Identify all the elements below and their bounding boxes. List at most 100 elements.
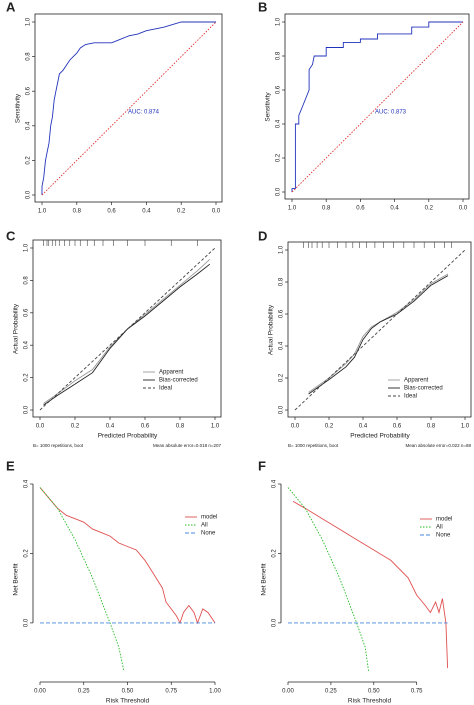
x-tick-label: 0.6 bbox=[141, 424, 150, 430]
y-tick-label: 0.0 bbox=[276, 187, 282, 196]
legend-label: Apparent bbox=[159, 370, 184, 376]
legend-label: Ideal bbox=[159, 386, 172, 392]
x-tick-label: 0.75 bbox=[411, 689, 423, 695]
legend-label: Bias-corrected bbox=[159, 378, 198, 384]
x-tick-label: 0.0 bbox=[36, 424, 45, 430]
x-tick-label: 0.0 bbox=[291, 424, 300, 430]
x-tick-label: 0.2 bbox=[425, 206, 434, 212]
series-line bbox=[39, 487, 125, 672]
plot-frame bbox=[32, 239, 222, 418]
series-line bbox=[294, 249, 466, 411]
y-tick-label: 1.0 bbox=[279, 245, 285, 254]
plot-frame bbox=[284, 13, 470, 200]
y-tick-label: 0.6 bbox=[26, 86, 32, 95]
y-tick-label: 0.8 bbox=[26, 52, 32, 61]
series-line bbox=[43, 263, 211, 406]
y-tick-label: 1.0 bbox=[26, 17, 32, 26]
x-tick-label: 0.6 bbox=[107, 209, 116, 215]
x-tick-label: 0.25 bbox=[325, 689, 337, 695]
y-tick-label: 0.4 bbox=[24, 340, 30, 349]
x-tick-label: 0.00 bbox=[282, 689, 294, 695]
x-tick-label: 0.4 bbox=[359, 424, 368, 430]
series-line bbox=[41, 21, 217, 196]
annotation: AUC: 0.873 bbox=[375, 110, 407, 116]
x-tick-label: 1.00 bbox=[209, 689, 221, 695]
y-axis-label: Actual Probability bbox=[13, 303, 20, 354]
x-tick-label: 1.0 bbox=[461, 424, 470, 430]
x-tick-label: 0.6 bbox=[356, 206, 365, 212]
footnote: Mean absolute error=0.018 n=207 bbox=[153, 443, 222, 448]
y-tick-label: 0.0 bbox=[272, 618, 278, 627]
panel-label: C bbox=[6, 228, 16, 243]
x-tick-label: 0.0 bbox=[459, 206, 468, 212]
y-tick-label: 0.8 bbox=[24, 276, 30, 285]
x-axis-label: Predicted Probability bbox=[98, 433, 158, 440]
y-tick-label: 0.0 bbox=[26, 190, 32, 199]
legend-label: Bias-corrected bbox=[404, 386, 443, 392]
series-line bbox=[292, 501, 449, 669]
x-tick-label: 0.8 bbox=[176, 424, 185, 430]
y-axis-label: Net Benefit bbox=[13, 563, 20, 595]
y-axis-label: Sensitivity bbox=[265, 92, 272, 122]
y-tick-label: 0.2 bbox=[24, 373, 30, 382]
y-tick-label: 0.2 bbox=[24, 549, 30, 558]
x-tick-label: 0.50 bbox=[368, 689, 380, 695]
x-axis-label: Risk Threshold bbox=[348, 698, 392, 705]
legend-label: All bbox=[436, 525, 443, 531]
y-tick-label: 0.2 bbox=[279, 373, 285, 382]
series-line bbox=[291, 21, 463, 192]
panel-label: F bbox=[258, 458, 266, 473]
x-tick-label: 0.2 bbox=[177, 209, 186, 215]
y-tick-label: 1.0 bbox=[24, 243, 30, 252]
series-line bbox=[41, 21, 216, 195]
x-tick-label: 0.4 bbox=[390, 206, 399, 212]
x-tick-label: 0.6 bbox=[393, 424, 402, 430]
x-tick-label: 0.0 bbox=[212, 209, 221, 215]
x-tick-label: 1.0 bbox=[38, 209, 47, 215]
legend-label: All bbox=[201, 523, 208, 529]
y-tick-label: 0.0 bbox=[279, 405, 285, 414]
y-tick-label: 1.0 bbox=[276, 17, 282, 26]
x-axis-label: Risk Threshold bbox=[106, 698, 150, 705]
y-tick-label: 0.2 bbox=[276, 153, 282, 162]
footnote: Mean absolute error=0.022 n=88 bbox=[405, 443, 471, 448]
plot-frame bbox=[287, 241, 472, 418]
x-tick-label: 0.2 bbox=[325, 424, 334, 430]
y-tick-label: 0.4 bbox=[272, 479, 278, 488]
legend-label: model bbox=[436, 517, 452, 523]
y-axis-label: Sensitivity bbox=[15, 93, 22, 123]
y-tick-label: 0.8 bbox=[276, 51, 282, 60]
x-tick-label: 1.0 bbox=[211, 424, 220, 430]
y-tick-label: 0.4 bbox=[279, 341, 285, 350]
x-tick-label: 0.4 bbox=[106, 424, 115, 430]
annotation: AUC: 0.874 bbox=[128, 110, 160, 116]
footnote: B= 1000 repetitions, boot bbox=[33, 443, 84, 448]
x-tick-label: 0.8 bbox=[73, 209, 82, 215]
series-line bbox=[287, 487, 370, 672]
y-tick-label: 0.6 bbox=[279, 309, 285, 318]
x-tick-label: 0.8 bbox=[322, 206, 331, 212]
y-tick-label: 0.6 bbox=[24, 308, 30, 317]
y-tick-label: 0.4 bbox=[26, 121, 32, 130]
x-tick-label: 0.50 bbox=[122, 689, 134, 695]
y-axis-label: Net Benefit bbox=[261, 563, 268, 595]
x-tick-label: 0.00 bbox=[34, 689, 46, 695]
legend-label: Ideal bbox=[404, 394, 417, 400]
x-tick-label: 0.25 bbox=[78, 689, 90, 695]
panel-label: D bbox=[258, 228, 267, 243]
panel-label: E bbox=[6, 458, 15, 473]
x-tick-label: 0.75 bbox=[165, 689, 177, 695]
y-tick-label: 0.6 bbox=[276, 85, 282, 94]
x-tick-label: 0.2 bbox=[71, 424, 80, 430]
y-tick-label: 0.2 bbox=[272, 549, 278, 558]
x-tick-label: 0.8 bbox=[427, 424, 436, 430]
series-line bbox=[291, 21, 464, 193]
y-tick-label: 0.2 bbox=[26, 156, 32, 165]
y-tick-label: 0.8 bbox=[279, 277, 285, 286]
series-line bbox=[308, 273, 449, 393]
panel-label: A bbox=[6, 0, 16, 14]
footnote: B= 1000 repetitions, boot bbox=[288, 443, 339, 448]
y-tick-label: 0.4 bbox=[24, 479, 30, 488]
legend-label: None bbox=[201, 531, 216, 537]
